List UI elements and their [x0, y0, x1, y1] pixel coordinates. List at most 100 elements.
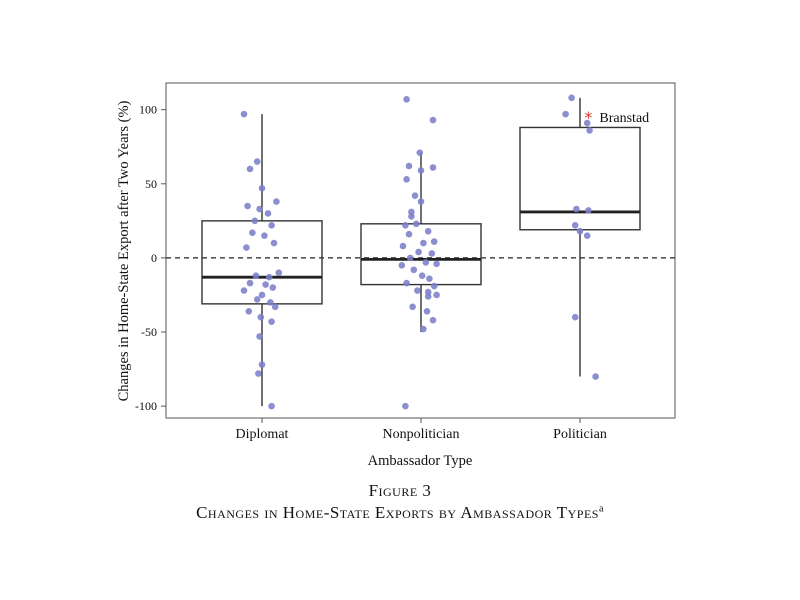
x-category-label: Politician [553, 427, 607, 442]
data-point [265, 273, 273, 281]
data-point [429, 116, 437, 124]
data-point [256, 205, 263, 213]
data-point [562, 110, 569, 118]
data-point [268, 402, 275, 410]
data-point [252, 272, 260, 279]
data-point [270, 239, 278, 247]
data-point [426, 275, 433, 282]
data-point [402, 402, 409, 410]
y-tick-label: 100 [139, 103, 157, 117]
data-point [417, 167, 425, 174]
data-point [583, 119, 591, 127]
data-point [424, 293, 432, 300]
box-plot-chart: -100 -50 0 50 100 Diplomat Nonpolitician Politi… [116, 82, 676, 469]
data-point [416, 149, 424, 156]
data-point [430, 282, 438, 290]
data-point [433, 260, 440, 268]
data-point [246, 279, 254, 287]
data-point [240, 110, 248, 118]
data-point [258, 361, 266, 368]
data-point [258, 184, 266, 192]
data-point [275, 269, 283, 277]
data-point [592, 373, 599, 380]
data-point [273, 198, 280, 205]
data-point [256, 333, 263, 340]
box-diplomat [201, 114, 323, 407]
data-point [268, 318, 275, 325]
data-point [410, 266, 418, 274]
data-point [424, 227, 432, 235]
data-point [571, 313, 579, 321]
data-point [411, 192, 419, 199]
y-tick-label: -50 [141, 325, 157, 339]
highlight-label: Branstad [599, 111, 649, 126]
data-point [433, 291, 440, 299]
data-point [251, 217, 259, 225]
data-point [264, 210, 272, 217]
data-point [257, 313, 265, 321]
x-category-label: Diplomat [236, 427, 289, 442]
figure-title: Changes in Home-State Exports by Ambassa… [0, 503, 800, 523]
data-point [571, 222, 579, 229]
data-point [271, 303, 279, 311]
data-point [414, 287, 421, 294]
data-point [399, 242, 407, 250]
data-point [405, 230, 413, 238]
data-point [409, 303, 416, 311]
box-politician [519, 97, 641, 377]
x-category-label: Nonpolitician [383, 427, 460, 442]
data-point [261, 232, 268, 239]
box-iqr [201, 220, 323, 305]
data-point [412, 220, 420, 228]
data-point [429, 164, 437, 171]
data-point [585, 207, 592, 214]
data-point [268, 222, 275, 229]
data-point [423, 307, 431, 315]
data-point [583, 232, 591, 239]
data-point [586, 127, 593, 134]
y-tick-label: 0 [151, 251, 157, 265]
data-point [430, 238, 438, 245]
figure-title-text: Changes in Home-State Exports by Ambassa… [196, 503, 599, 522]
data-point [245, 307, 253, 315]
data-point [253, 296, 261, 303]
data-point [405, 162, 413, 170]
data-point [408, 213, 415, 220]
data-point [406, 254, 414, 262]
data-point [240, 287, 248, 294]
data-point [403, 96, 410, 103]
data-point [246, 165, 254, 173]
figure-title-footnote-mark: a [598, 503, 604, 515]
data-point [420, 239, 427, 247]
data-point [249, 229, 256, 237]
data-point [269, 284, 277, 291]
data-point [417, 198, 425, 205]
data-point [415, 248, 422, 256]
figure-number: Figure 3 [368, 481, 432, 500]
data-point [398, 262, 406, 269]
data-point [568, 94, 575, 102]
box-nonpolitician [360, 152, 482, 333]
x-axis-title: Ambassador Type [368, 453, 473, 469]
box-iqr [519, 126, 641, 231]
y-tick-label: 50 [145, 177, 157, 191]
data-point [262, 281, 269, 288]
data-point [253, 158, 261, 165]
data-point [403, 279, 410, 287]
box-iqr [360, 223, 482, 286]
data-point [428, 250, 436, 257]
data-point [244, 202, 251, 210]
data-point [402, 222, 409, 229]
data-point [255, 370, 262, 377]
data-point [573, 205, 580, 213]
y-tick-label: -100 [135, 399, 157, 413]
data-point [420, 325, 427, 333]
data-point [258, 291, 266, 299]
data-point [243, 244, 250, 251]
highlight-asterisk-marker: * [584, 108, 592, 127]
y-axis-title: Changes in Home-State Export after Two Y… [116, 100, 132, 401]
data-point [576, 227, 584, 235]
data-point [422, 259, 430, 266]
data-point [267, 299, 274, 306]
data-point [429, 316, 437, 324]
